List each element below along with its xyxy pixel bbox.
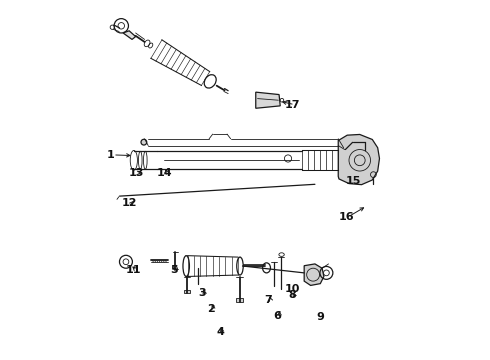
Text: 8: 8	[288, 291, 296, 301]
Text: 9: 9	[317, 312, 324, 322]
Bar	[184, 290, 191, 293]
Polygon shape	[338, 134, 379, 185]
Text: 7: 7	[265, 295, 272, 305]
Text: 10: 10	[285, 284, 300, 294]
Text: 13: 13	[128, 168, 144, 178]
Text: 5: 5	[170, 265, 177, 275]
Text: 4: 4	[216, 327, 224, 337]
Circle shape	[141, 139, 147, 145]
Polygon shape	[304, 264, 324, 285]
Polygon shape	[256, 92, 280, 108]
Bar	[236, 298, 243, 302]
Text: 2: 2	[207, 304, 215, 314]
Text: 17: 17	[285, 100, 300, 110]
Text: 1: 1	[107, 150, 115, 160]
Polygon shape	[123, 31, 136, 40]
Text: 11: 11	[126, 265, 142, 275]
Text: 3: 3	[198, 288, 206, 298]
Text: 14: 14	[157, 168, 173, 178]
Text: 16: 16	[338, 212, 354, 221]
Text: 12: 12	[122, 198, 137, 208]
Text: 15: 15	[345, 176, 361, 186]
Text: 6: 6	[274, 311, 282, 321]
